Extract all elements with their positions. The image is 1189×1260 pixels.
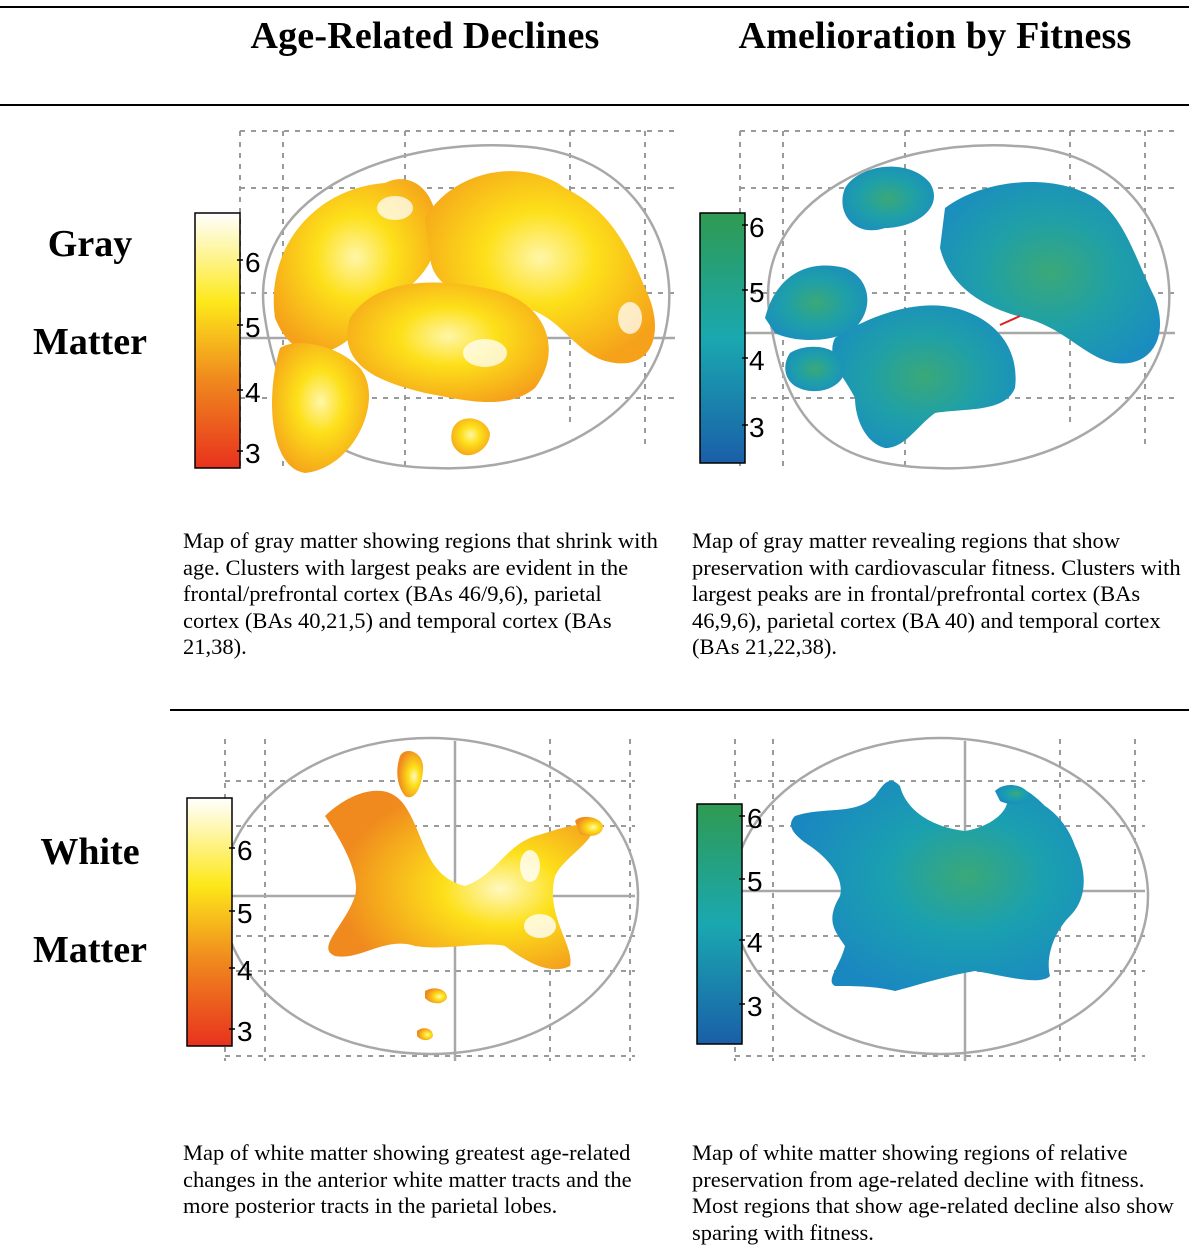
white-fit-tick-5: 5 — [747, 866, 763, 897]
row-label-white-1: White — [40, 831, 140, 873]
gray-age-tick-6: 6 — [245, 247, 261, 278]
gray-age-tick-3: 3 — [245, 438, 261, 469]
gray-fit-brain-map: 6 5 4 3 — [699, 130, 1175, 470]
white-age-panel: 6 5 4 3 — [185, 736, 645, 1066]
white-fit-colorbar — [696, 803, 743, 1045]
column-title-fitness: Amelioration by Fitness — [738, 15, 1132, 57]
row-label-white-2: Matter — [33, 929, 147, 971]
gray-age-caption: Map of gray matter showing regions that … — [183, 528, 658, 659]
gray-fit-colorbar — [699, 212, 746, 464]
white-fit-activation — [790, 780, 1084, 991]
gray-age-tick-4: 4 — [245, 377, 261, 408]
gray-fit-activation — [765, 166, 1161, 448]
top-rule — [0, 6, 1189, 8]
gray-fit-caption: Map of gray matter revealing regions tha… — [692, 528, 1181, 659]
white-age-tick-6: 6 — [237, 835, 253, 866]
white-fit-panel: 6 5 4 3 — [695, 736, 1155, 1066]
header-rule — [0, 104, 1189, 106]
white-age-tick-3: 3 — [237, 1016, 253, 1047]
white-age-caption: Map of white matter showing greatest age… — [183, 1140, 632, 1218]
white-fit-tick-6: 6 — [747, 803, 763, 834]
white-fit-caption: Map of white matter showing regions of r… — [692, 1140, 1174, 1245]
row-label-gray-2: Matter — [33, 321, 147, 363]
gray-age-tick-5: 5 — [245, 312, 261, 343]
white-age-brain-map: 6 5 4 3 — [186, 736, 640, 1061]
white-age-tick-4: 4 — [237, 955, 253, 986]
gray-age-brain-map: 6 5 4 3 — [194, 130, 675, 473]
gray-fit-tick-5: 5 — [749, 277, 765, 308]
gray-fit-tick-3: 3 — [749, 412, 765, 443]
gray-age-panel: 6 5 4 3 — [185, 128, 685, 488]
white-age-colorbar — [186, 797, 233, 1047]
white-fit-brain-map: 6 5 4 3 — [696, 736, 1150, 1061]
gray-fit-tick-4: 4 — [749, 345, 765, 376]
gray-age-activation — [272, 171, 655, 473]
gray-fit-tick-6: 6 — [749, 212, 765, 243]
row-label-gray-1: Gray — [47, 223, 133, 265]
gray-age-colorbar — [194, 212, 241, 469]
white-fit-tick-3: 3 — [747, 991, 763, 1022]
middle-rule — [170, 709, 1189, 711]
white-fit-tick-4: 4 — [747, 927, 763, 958]
column-title-age: Age-Related Declines — [250, 15, 600, 57]
white-age-tick-5: 5 — [237, 898, 253, 929]
gray-fit-panel: 6 5 4 3 — [695, 128, 1185, 488]
